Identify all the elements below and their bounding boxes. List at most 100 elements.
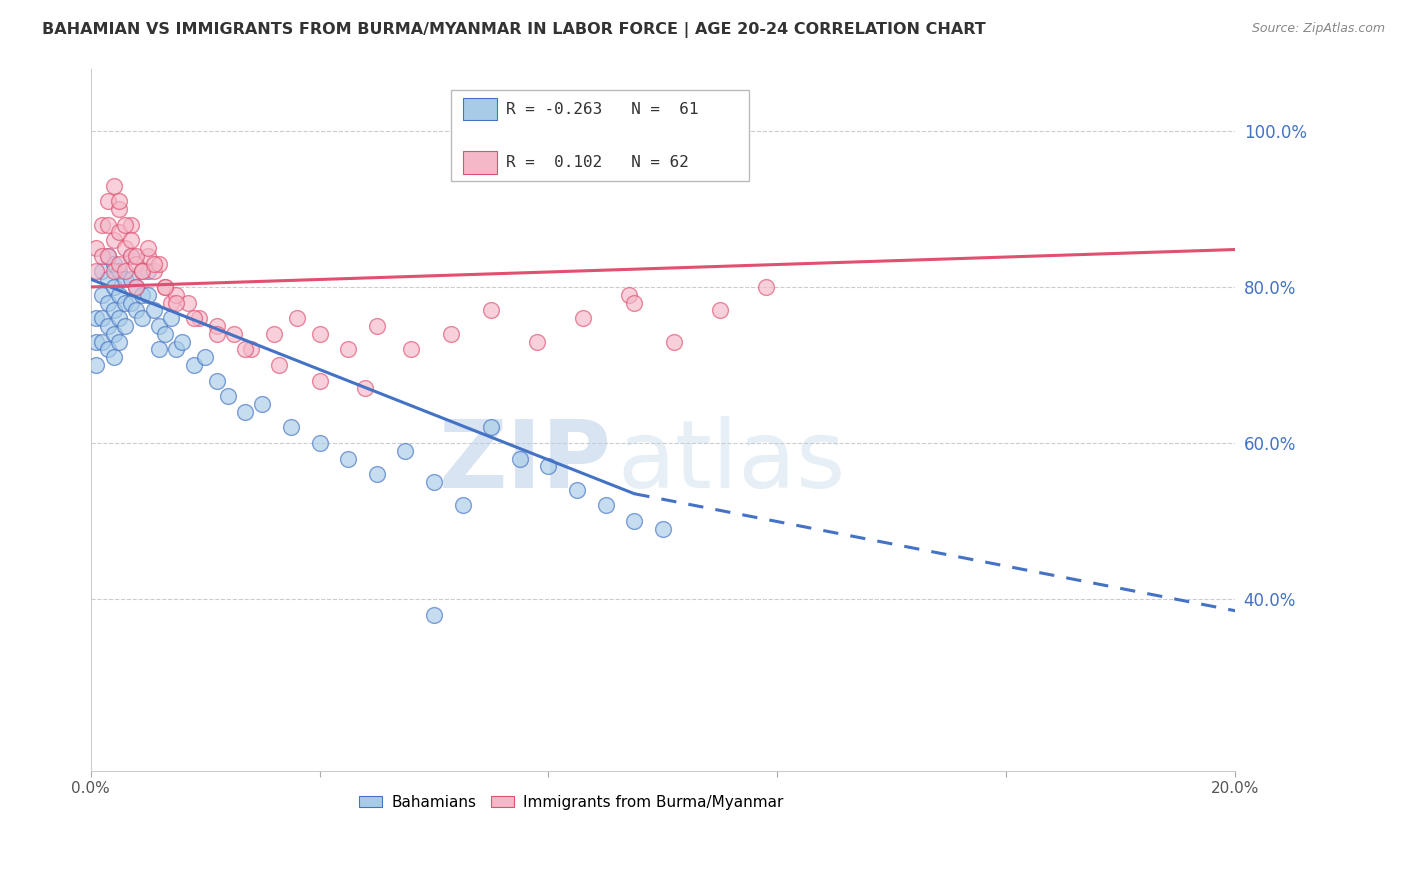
Point [136, 249, 159, 263]
Point [97, 218, 120, 232]
FancyBboxPatch shape [463, 152, 496, 174]
Point [177, 295, 200, 310]
Point [108, 287, 131, 301]
Point [623, 295, 645, 310]
Point [86, 264, 108, 278]
Point [148, 318, 170, 333]
Point [354, 381, 377, 395]
Point [153, 280, 176, 294]
Point [183, 358, 205, 372]
Point [423, 475, 446, 489]
Point [91, 287, 114, 301]
Point [108, 256, 131, 270]
Point [108, 225, 131, 239]
Point [394, 443, 416, 458]
Point [337, 343, 360, 357]
FancyBboxPatch shape [463, 98, 496, 120]
Text: R =  0.102   N = 62: R = 0.102 N = 62 [506, 155, 689, 170]
Point [120, 218, 142, 232]
Point [308, 436, 330, 450]
Point [91, 264, 114, 278]
Text: R = -0.263   N =  61: R = -0.263 N = 61 [506, 102, 699, 117]
Point [172, 334, 194, 349]
Point [114, 241, 136, 255]
Point [120, 295, 142, 310]
Text: ZIP: ZIP [439, 416, 612, 508]
Point [97, 343, 120, 357]
Point [595, 499, 617, 513]
Point [125, 280, 148, 294]
Text: atlas: atlas [617, 416, 845, 508]
Point [652, 522, 675, 536]
Point [103, 264, 125, 278]
Point [136, 287, 159, 301]
Point [91, 249, 114, 263]
Point [222, 326, 245, 341]
Point [108, 194, 131, 209]
Point [125, 256, 148, 270]
Point [103, 280, 125, 294]
Point [97, 194, 120, 209]
Point [86, 358, 108, 372]
Point [166, 343, 188, 357]
Point [509, 451, 531, 466]
Point [263, 326, 285, 341]
Point [709, 303, 731, 318]
Text: BAHAMIAN VS IMMIGRANTS FROM BURMA/MYANMAR IN LABOR FORCE | AGE 20-24 CORRELATION: BAHAMIAN VS IMMIGRANTS FROM BURMA/MYANMA… [42, 22, 986, 38]
Point [125, 303, 148, 318]
Point [103, 303, 125, 318]
Point [136, 264, 159, 278]
Point [440, 326, 463, 341]
Point [755, 280, 778, 294]
Point [86, 241, 108, 255]
Point [148, 343, 170, 357]
Point [103, 350, 125, 364]
Point [108, 334, 131, 349]
Point [86, 311, 108, 326]
Point [285, 311, 308, 326]
Point [103, 326, 125, 341]
Point [366, 467, 388, 482]
Point [183, 311, 205, 326]
Point [159, 311, 181, 326]
Point [120, 249, 142, 263]
Point [131, 264, 153, 278]
Point [423, 607, 446, 622]
Point [114, 272, 136, 286]
Point [108, 311, 131, 326]
Point [623, 514, 645, 528]
Point [114, 218, 136, 232]
Point [479, 303, 502, 318]
Point [103, 256, 125, 270]
Point [136, 241, 159, 255]
Point [131, 311, 153, 326]
Point [337, 451, 360, 466]
Point [114, 295, 136, 310]
Point [194, 350, 217, 364]
Point [86, 334, 108, 349]
Point [97, 318, 120, 333]
Point [617, 287, 640, 301]
Point [366, 318, 388, 333]
Point [125, 280, 148, 294]
Point [217, 389, 239, 403]
Point [233, 405, 256, 419]
Point [97, 295, 120, 310]
Point [131, 287, 153, 301]
Point [664, 334, 686, 349]
Point [205, 326, 228, 341]
Legend: Bahamians, Immigrants from Burma/Myanmar: Bahamians, Immigrants from Burma/Myanmar [353, 789, 790, 815]
Point [114, 264, 136, 278]
Point [153, 326, 176, 341]
Point [239, 343, 262, 357]
FancyBboxPatch shape [451, 89, 749, 181]
Point [166, 287, 188, 301]
Point [233, 343, 256, 357]
Point [166, 295, 188, 310]
Point [91, 311, 114, 326]
Point [205, 318, 228, 333]
Point [159, 295, 181, 310]
Point [103, 233, 125, 247]
Point [526, 334, 548, 349]
Point [479, 420, 502, 434]
